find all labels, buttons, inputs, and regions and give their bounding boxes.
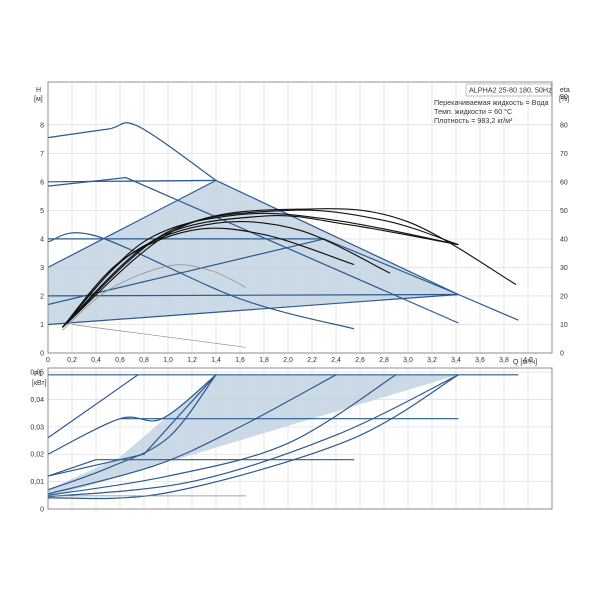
info-title: ALPHA2 25-80 180, 50Hz (469, 86, 552, 95)
head-y2-tick-label: 80 (560, 122, 568, 129)
head-y-tick-label: 6 (40, 179, 44, 186)
head-x-tick-label: 2,8 (379, 357, 389, 364)
power-y-label-symbol: P1 (34, 371, 43, 378)
head-series-line (71, 324, 247, 348)
head-x-tick-label: 3,8 (499, 357, 509, 364)
power-y-tick-label: 0 (40, 507, 44, 514)
head-y2-tick-label: 40 (560, 236, 568, 243)
head-plot-frame (47, 81, 553, 354)
head-x-tick-label: 2,2 (307, 357, 317, 364)
power-y-tick-label: 0,03 (30, 424, 44, 431)
head-series-line (47, 122, 217, 181)
info-title-box (465, 83, 552, 97)
head-series-line (47, 232, 355, 330)
power-operating-area (48, 374, 459, 498)
head-y-tick-label: 7 (40, 151, 44, 158)
head-y-tick-label: 2 (40, 293, 44, 300)
head-y2-tick-label: 60 (560, 179, 568, 186)
head-y-tick-label: 0 (40, 351, 44, 358)
area-layer (48, 180, 459, 498)
head-operating-area (48, 180, 459, 325)
head-y-tick-label: 8 (40, 122, 44, 129)
head-y2-tick-label: 10 (560, 322, 568, 329)
power-series-line (47, 374, 459, 500)
power-y-tick-label: 0,04 (30, 397, 44, 404)
info-density: Плотность = 983,2 кг/м³ (434, 116, 513, 125)
head-y-label-unit: [м] (34, 96, 43, 103)
power-series-line (47, 374, 337, 495)
head-y2-tick-label: 90 (560, 94, 568, 101)
power-y-tick-label: 0,01 (30, 479, 44, 486)
head-x-tick-label: 3,2 (427, 357, 437, 364)
head-y-tick-label: 5 (40, 208, 44, 215)
power-series-line (47, 374, 397, 496)
power-series-line (47, 459, 354, 477)
info-temperature: Темп. жидкости = 60 °C (434, 107, 512, 116)
power-axis-labels: P1 [кВт] (32, 371, 47, 387)
head-x-tick-label: 1,0 (163, 357, 173, 364)
head-x-tick-label: 0,4 (91, 357, 101, 364)
head-x-tick-label: 1,2 (187, 357, 197, 364)
head-series-line (62, 215, 459, 328)
head-x-tick-label: 2,6 (355, 357, 365, 364)
power-y-label-unit: [кВт] (32, 380, 47, 387)
frame-layer (47, 81, 553, 510)
head-x-tick-label: 0,8 (139, 357, 149, 364)
head-y-label-symbol: H (36, 87, 41, 94)
head-y2-label-unit: [%] (559, 96, 569, 103)
power-series-line (47, 374, 217, 477)
head-x-tick-label: 3,6 (475, 357, 485, 364)
head-series-line (62, 264, 247, 331)
head-x-tick-label: 0,2 (67, 357, 77, 364)
info-liquid: Перекачиваемая жидкость = Вода (434, 98, 549, 107)
series-layer (47, 122, 519, 500)
power-y-tick-label: 0,02 (30, 452, 44, 459)
head-x-tick-label: 2,0 (283, 357, 293, 364)
head-series-line (47, 177, 459, 324)
head-x-label: Q [м³/ч] (513, 359, 537, 366)
power-plot-frame (47, 367, 553, 510)
power-series-line (47, 374, 217, 491)
head-series-line (47, 179, 217, 183)
head-y-tick-label: 4 (40, 236, 44, 243)
info-box: ALPHA2 25-80 180, 50Hz Перекачиваемая жи… (434, 83, 552, 125)
head-x-tick-label: 1,4 (211, 357, 221, 364)
head-series-line (61, 212, 459, 328)
head-series-line (62, 208, 517, 328)
head-y2-tick-label: 70 (560, 151, 568, 158)
head-series-line (47, 293, 459, 297)
head-x-tick-label: 1,6 (235, 357, 245, 364)
head-x-tick-label: 3,4 (451, 357, 461, 364)
head-axis-labels: H [м] eta [%] Q [м³/ч] (34, 87, 570, 366)
head-x-tick-label: 4,0 (523, 357, 533, 364)
head-series-line (62, 209, 459, 328)
head-x-tick-label: 3,0 (403, 357, 413, 364)
head-y2-tick-label: 30 (560, 265, 568, 272)
power-y-tick-label: 0,05 (30, 370, 44, 377)
head-y2-tick-label: 0 (560, 351, 564, 358)
head-x-tick-label: 0,6 (115, 357, 125, 364)
head-x-tick-label: 2,4 (331, 357, 341, 364)
head-y-tick-label: 1 (40, 322, 44, 329)
head-x-tick-label: 0 (46, 357, 50, 364)
head-series-line (61, 227, 355, 328)
head-y-tick-label: 3 (40, 265, 44, 272)
head-x-tick-label: 1,8 (259, 357, 269, 364)
power-series-line (47, 374, 459, 498)
head-y2-tick-label: 50 (560, 208, 568, 215)
head-y2-tick-label: 20 (560, 293, 568, 300)
power-series-line (47, 374, 139, 439)
head-y2-label-symbol: eta (560, 87, 570, 94)
